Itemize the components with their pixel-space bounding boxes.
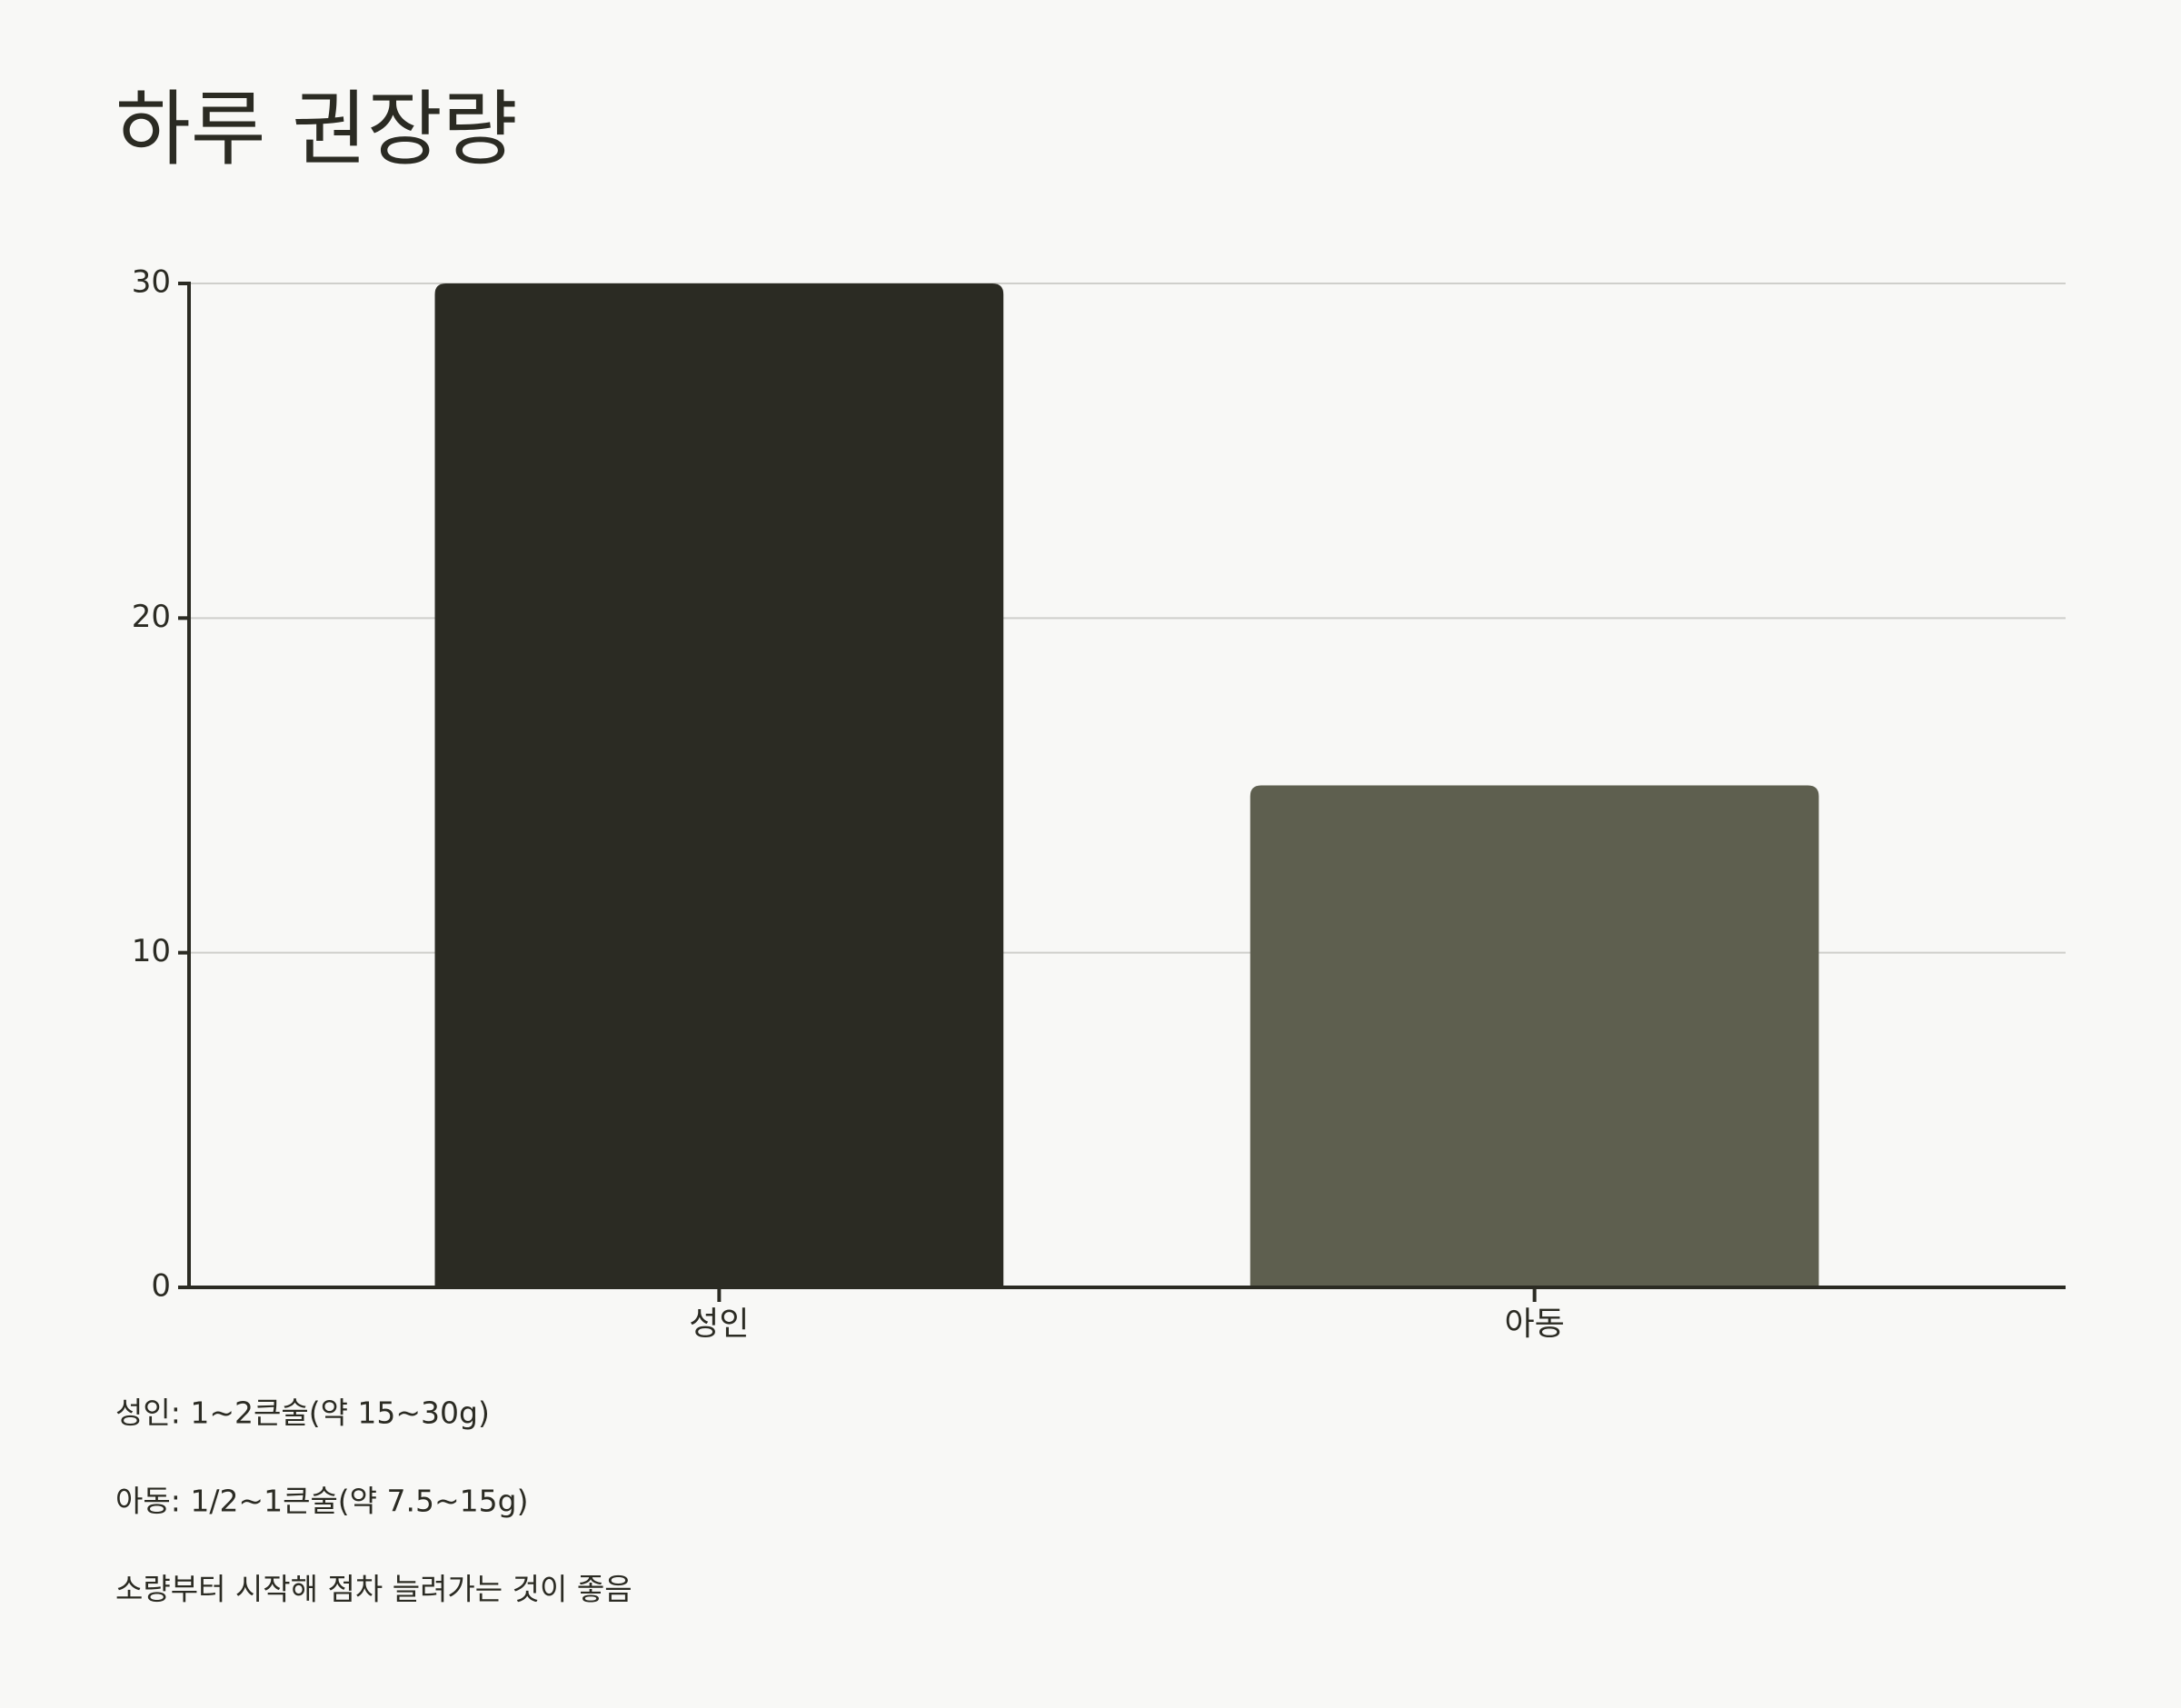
y-tick-label: 20 [132,599,171,635]
y-tick-label: 10 [132,933,171,969]
annotation: 소량부터 시작해 점차 늘려가는 것이 좋음 [115,1572,632,1607]
annotation: 아동: 1/2~1큰술(약 7.5~15g) [115,1484,528,1519]
bar [434,283,1004,1287]
y-tick-label: 30 [132,264,171,301]
annotation: 성인: 1~2큰술(약 15~30g) [115,1395,490,1431]
y-tick-label: 0 [151,1268,171,1305]
x-tick-label: 성인 [689,1306,749,1343]
chart-title: 하루 권장량 [115,82,518,177]
bar [1250,785,1819,1287]
x-tick-label: 아동 [1504,1306,1564,1343]
